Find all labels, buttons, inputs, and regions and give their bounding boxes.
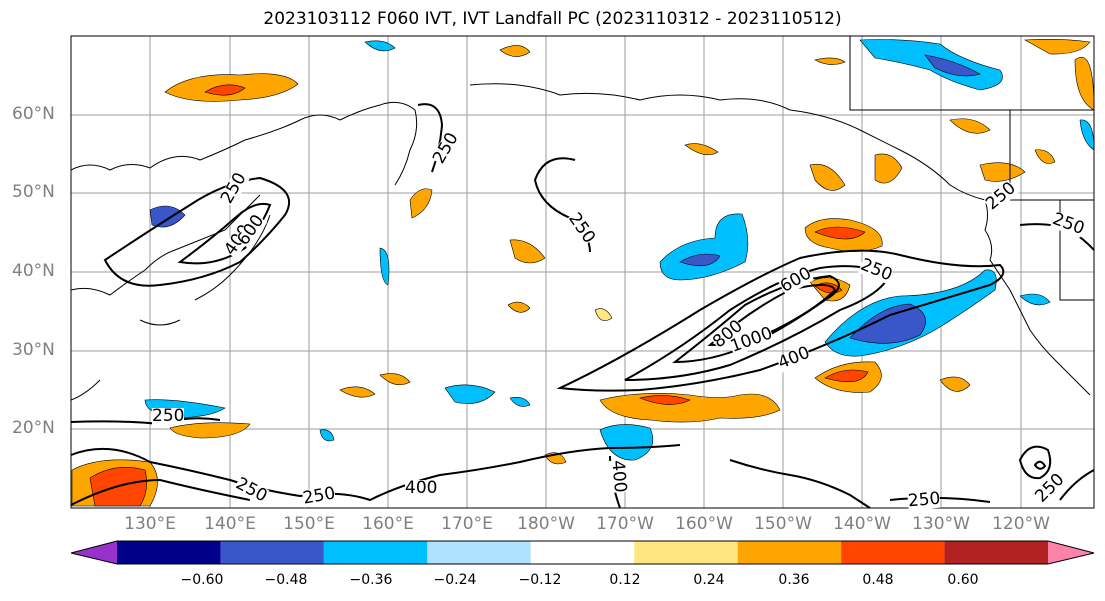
contour-label: 250 bbox=[152, 406, 185, 426]
contour-label: 400 bbox=[607, 459, 631, 494]
ivt-contours bbox=[70, 103, 1095, 509]
lon-label: 160°E bbox=[362, 514, 414, 534]
lat-label-30n: 30°N bbox=[12, 340, 55, 360]
lon-label: 160°W bbox=[675, 514, 733, 534]
colorbar-tick-label: −0.24 bbox=[433, 572, 477, 588]
colorbar-tick-label: 0.48 bbox=[862, 572, 894, 588]
lon-label: 130°E bbox=[124, 514, 176, 534]
map-title: 2023103112 F060 IVT, IVT Landfall PC (20… bbox=[263, 9, 842, 29]
contour-label: 400 bbox=[405, 478, 438, 498]
lon-label: 150°W bbox=[754, 514, 812, 534]
lat-label-60n: 60°N bbox=[12, 104, 55, 124]
lon-label: 140°E bbox=[204, 514, 256, 534]
gridlines bbox=[71, 36, 1094, 508]
lon-label: 130°W bbox=[912, 514, 970, 534]
lon-label: 140°W bbox=[833, 514, 891, 534]
lat-label-40n: 40°N bbox=[12, 261, 55, 281]
lat-label-50n: 50°N bbox=[12, 182, 55, 202]
colorbar-tick-label: 0.36 bbox=[778, 572, 810, 588]
colorbar-tick-label: 0.12 bbox=[609, 572, 641, 588]
colorbar-tick-label: −0.60 bbox=[180, 572, 224, 588]
colorbar-tick-label: 0.60 bbox=[947, 572, 979, 588]
contour-label: 250 bbox=[907, 488, 942, 512]
lon-label: 180°W bbox=[517, 514, 575, 534]
lon-label: 170°W bbox=[596, 514, 654, 534]
colorbar-tick-label: −0.48 bbox=[264, 572, 308, 588]
colorbar-tick-label: −0.36 bbox=[349, 572, 393, 588]
colorbar-tick-label: 0.24 bbox=[693, 572, 725, 588]
colorbar-tick-label: −0.12 bbox=[518, 572, 562, 588]
lon-label: 120°W bbox=[992, 514, 1050, 534]
coastlines bbox=[70, 36, 1094, 401]
lat-label-20n: 20°N bbox=[12, 418, 55, 438]
shaded-anomalies bbox=[71, 39, 1095, 507]
lon-label: 150°E bbox=[283, 514, 335, 534]
lon-label: 170°E bbox=[441, 514, 493, 534]
